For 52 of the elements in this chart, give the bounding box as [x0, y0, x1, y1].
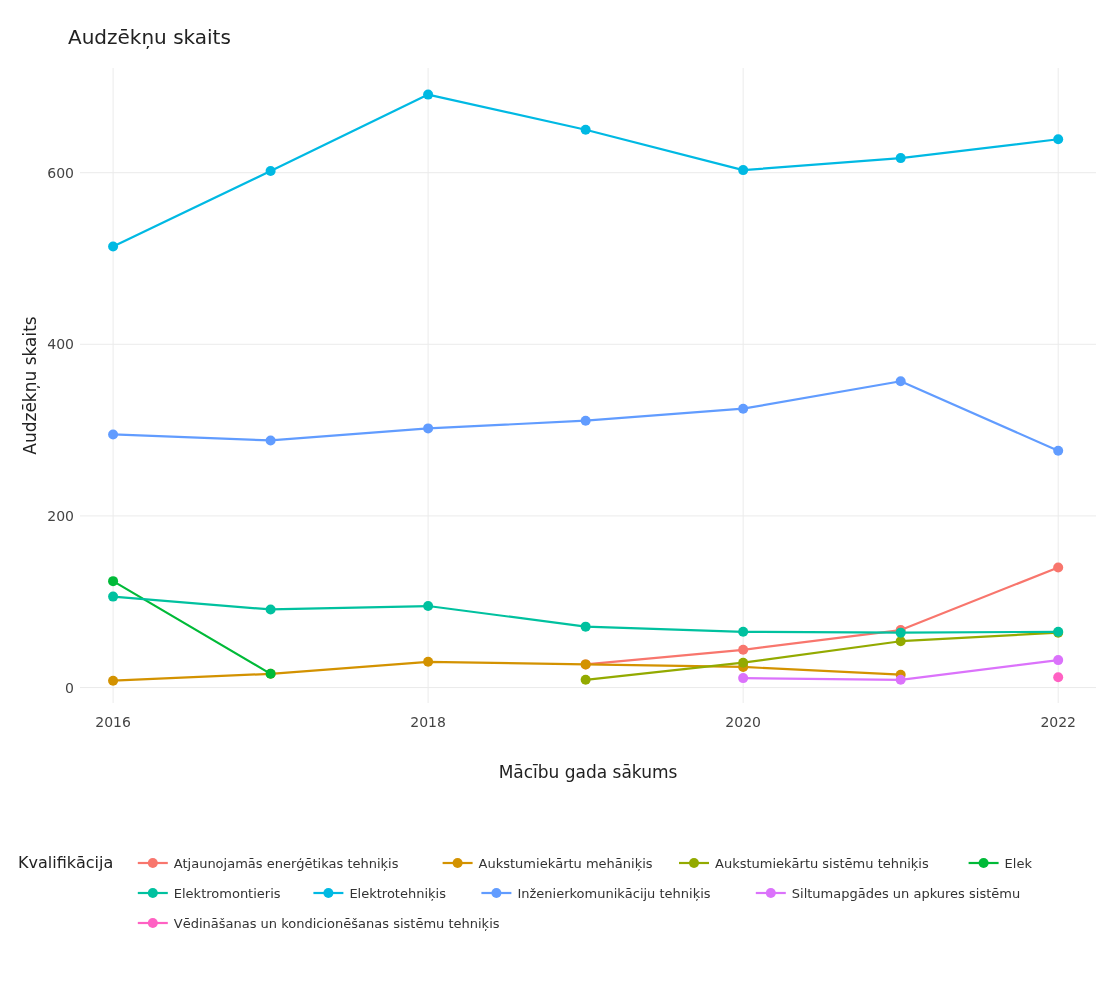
- point: [738, 403, 749, 414]
- legend-label: Atjaunojamās enerģētikas tehniķis: [173, 856, 399, 871]
- point: [738, 644, 749, 655]
- point: [580, 415, 591, 426]
- legend-label: Elektrotehniķis: [349, 886, 447, 901]
- x-tick-label: 2018: [410, 714, 446, 730]
- legend-label: Inženierkomunikāciju tehniķis: [517, 886, 711, 901]
- point: [738, 657, 749, 668]
- point: [1053, 445, 1064, 456]
- point: [738, 165, 749, 176]
- y-tick-label: 200: [47, 507, 74, 524]
- x-axis-title: Mācību gada sākums: [498, 762, 678, 782]
- point: [1053, 672, 1064, 683]
- point: [108, 675, 119, 686]
- point: [423, 656, 434, 667]
- point: [265, 604, 276, 615]
- point: [423, 423, 434, 434]
- point: [895, 376, 906, 387]
- legend-label: Elektromontieris: [173, 886, 281, 901]
- legend-title: Kvalifikācija: [18, 853, 114, 872]
- point: [108, 429, 119, 440]
- point: [108, 576, 119, 587]
- x-tick-label: 2016: [95, 714, 131, 730]
- point: [895, 636, 906, 647]
- x-tick-label: 2022: [1040, 714, 1077, 730]
- y-tick-label: 400: [47, 336, 74, 353]
- point: [1053, 655, 1064, 666]
- point: [108, 591, 119, 602]
- point: [265, 165, 276, 176]
- point: [423, 601, 434, 612]
- legend-label: Elek: [1004, 856, 1033, 871]
- legend-label: Siltumapgādes un apkures sistēmu: [791, 886, 1021, 901]
- legend-label: Vēdināšanas un kondicionēšanas sistēmu tehniķis: [173, 916, 500, 931]
- point: [738, 673, 749, 684]
- point: [108, 241, 119, 252]
- y-tick-label: 600: [47, 164, 74, 181]
- y-tick-label: 0: [65, 679, 74, 696]
- point: [738, 626, 749, 637]
- point: [895, 153, 906, 164]
- point: [895, 674, 906, 685]
- chart-title: Audzēkņu skaits: [68, 25, 231, 49]
- point: [1053, 134, 1064, 145]
- y-axis-title: Audzēkņu skaits: [20, 316, 40, 455]
- x-tick-label: 2020: [725, 714, 761, 730]
- legend-label: Aukstumiekārtu mehāniķis: [478, 856, 653, 871]
- point: [265, 435, 276, 446]
- legend-label: Aukstumiekārtu sistēmu tehniķis: [715, 856, 929, 871]
- point: [423, 89, 434, 100]
- point: [580, 621, 591, 632]
- point: [580, 124, 591, 135]
- point: [580, 674, 591, 685]
- point: [1053, 562, 1064, 573]
